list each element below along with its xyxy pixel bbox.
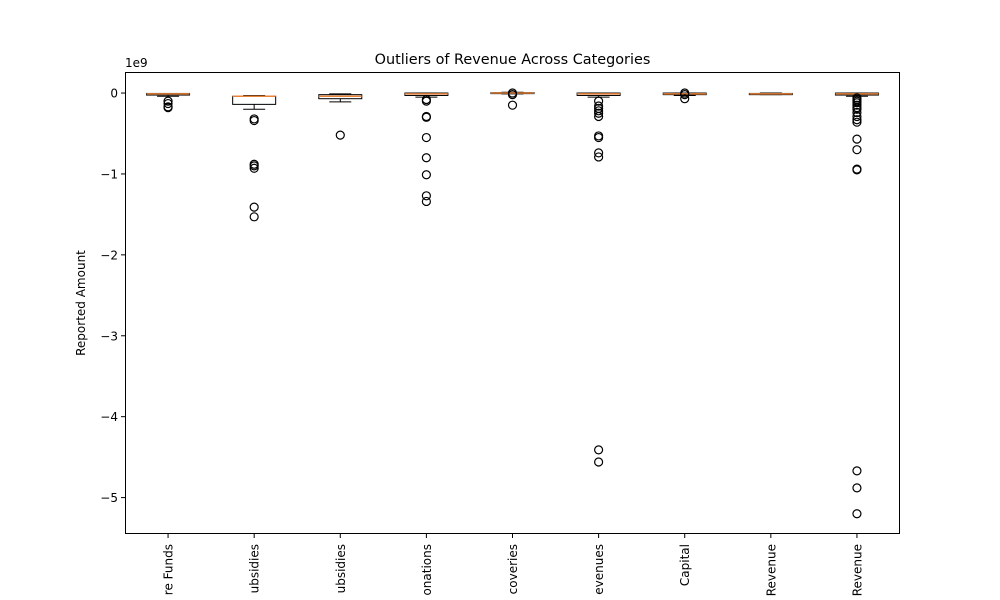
outlier-point (249, 161, 259, 171)
y-axis: 0 −1 −2 −3 −4 −5 (100, 87, 125, 505)
box-group (232, 94, 277, 222)
box-group (146, 92, 191, 113)
outlier-point (421, 112, 431, 122)
x-tick-label: ubsidies (248, 544, 262, 593)
outlier-point (594, 111, 604, 122)
outlier-point (249, 163, 259, 173)
x-tick-label: onations (420, 544, 434, 596)
box-group (318, 93, 363, 140)
y-tick-label: −5 (100, 491, 118, 505)
x-tick-label: re Funds (162, 544, 176, 595)
box-group (662, 88, 707, 104)
outlier-point (421, 96, 431, 106)
outlier-point (852, 98, 862, 108)
plot-frame (125, 72, 900, 534)
outlier-point (594, 96, 604, 106)
outlier-point (594, 132, 604, 143)
outlier-point (163, 96, 173, 106)
outlier-point (594, 152, 604, 162)
outlier-point (594, 148, 604, 158)
outlier-point (852, 466, 862, 476)
outlier-point (852, 107, 862, 118)
outlier-point (507, 90, 518, 100)
box-group (576, 92, 621, 467)
x-tick-label: Capital (678, 544, 692, 586)
y-tick-label: −3 (100, 329, 118, 343)
outlier-point (852, 165, 862, 175)
x-tick-label: evenues (592, 544, 606, 595)
outlier-point (594, 101, 604, 111)
outlier-point (680, 94, 690, 104)
outlier-point (852, 117, 862, 127)
outlier-point (421, 153, 431, 163)
x-tick-label: Revenue (764, 544, 778, 596)
box-group (748, 92, 793, 96)
outlier-point (594, 457, 604, 467)
outlier-point (852, 111, 862, 122)
plot-marks (146, 88, 879, 519)
x-tick-label: coveries (506, 544, 520, 594)
x-axis: re Funds ubsidies ubsidies onations coveries… (162, 534, 864, 596)
chart-title: Outliers of Revenue Across Categories (375, 52, 651, 68)
outlier-point (852, 509, 862, 519)
outlier-point (852, 115, 862, 125)
y-axis-label: Reported Amount (74, 250, 88, 356)
outlier-point (249, 212, 259, 222)
outlier-point (594, 106, 604, 116)
outlier-point (852, 100, 862, 110)
y-tick-label: −2 (100, 248, 118, 262)
box-group (834, 92, 879, 519)
box-group (404, 92, 449, 207)
box-group (490, 88, 535, 110)
x-tick-label: Revenue (850, 544, 864, 596)
outlier-point (335, 130, 345, 140)
outlier-point (163, 103, 173, 113)
y-tick-label: −4 (100, 410, 118, 424)
outlier-point (421, 170, 431, 180)
outlier-point (852, 483, 862, 493)
outlier-point (852, 145, 862, 155)
outlier-point (680, 90, 690, 100)
outlier-point (249, 115, 259, 126)
x-tick-label: ubsidies (334, 544, 348, 593)
outlier-point (421, 196, 431, 207)
outlier-point (852, 134, 862, 144)
outlier-point (852, 104, 862, 114)
outlier-point (594, 445, 604, 455)
y-scale-label: 1e9 (125, 56, 148, 70)
outlier-point (163, 98, 173, 109)
outlier-point (507, 100, 518, 110)
outlier-point (249, 202, 259, 212)
outlier-point (421, 191, 431, 201)
y-tick-label: −1 (100, 167, 118, 181)
outlier-point (594, 108, 604, 118)
outlier-point (421, 132, 431, 143)
y-tick-label: 0 (110, 87, 118, 101)
